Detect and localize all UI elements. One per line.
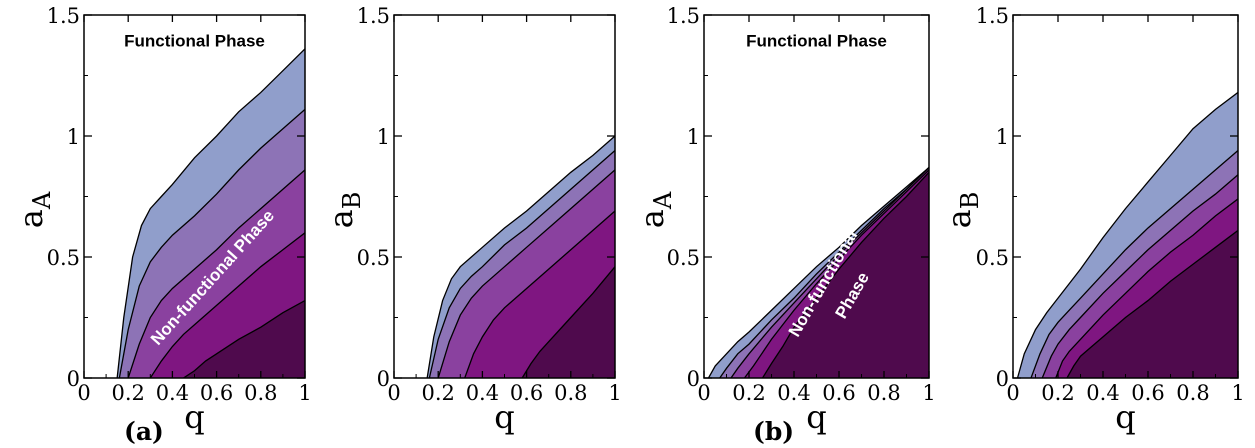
y-tick-label: 0.5 [976, 246, 1009, 270]
plot-area [116, 48, 305, 378]
boundary-line-3 [1041, 174, 1238, 378]
x-tick-label: 0.2 [111, 381, 144, 405]
y-tick-label: 1 [67, 125, 80, 149]
x-tick-label: 0.8 [1176, 381, 1209, 405]
region-5 [1067, 230, 1238, 378]
y-axis-label-subscript: B [956, 192, 984, 210]
y-tick-label: 1 [687, 125, 700, 149]
figure-label-b: (b) [753, 417, 794, 446]
region-5 [183, 300, 305, 378]
y-tick-label: 1.5 [47, 4, 80, 28]
x-tick-label: 0.2 [421, 381, 454, 405]
y-axis-label-subscript: A [28, 191, 56, 210]
y-axis-label: aB [322, 192, 366, 229]
y-axis-label-main: a [940, 209, 978, 228]
x-tick-label: 0 [77, 381, 90, 405]
y-axis-label: aA [633, 191, 677, 228]
boundary-line-4 [464, 210, 615, 378]
y-tick-label: 0 [377, 367, 390, 391]
boundary-line-2 [1030, 150, 1238, 378]
boundary-line-4 [149, 232, 305, 378]
y-tick-label: 1.5 [357, 4, 390, 28]
boundary-line-3 [730, 166, 929, 378]
boundary-line-2 [719, 166, 929, 378]
x-tick-label: 0.4 [156, 381, 189, 405]
plot-area [707, 166, 929, 378]
x-tick-label: 0.2 [732, 381, 765, 405]
x-tick-label: 0 [387, 381, 400, 405]
x-axis-label: q [184, 398, 204, 436]
y-axis-label-subscript: B [338, 192, 366, 210]
region-5 [762, 172, 929, 378]
plot-area [1016, 91, 1238, 378]
boundary-line-3 [127, 169, 305, 378]
x-axis-label: q [494, 398, 514, 436]
panel-4: 0 0.2 0.4 0.6 0.8 1 0 0.5 1 1.5 q aB [940, 4, 1245, 436]
y-axis-label-subscript: A [649, 191, 677, 210]
y-tick-label: 0 [687, 367, 700, 391]
y-axis-label: aA [12, 191, 56, 228]
x-tick-label: 0.2 [1041, 381, 1074, 405]
y-tick-label: 0.5 [47, 246, 80, 270]
x-tick-label: 1 [298, 381, 311, 405]
figure-label-a: (a) [124, 417, 164, 446]
boundary-line-1 [116, 48, 305, 378]
y-axis-label-main: a [633, 209, 671, 228]
y-tick-label: 1 [996, 125, 1009, 149]
annotation-1: Functional Phase [124, 31, 265, 50]
boundary-line-2 [428, 150, 615, 378]
boundary-line-5 [183, 299, 305, 378]
x-tick-label: 0.6 [510, 381, 543, 405]
boundary-line-3 [437, 169, 615, 378]
boundary-line-5 [761, 171, 929, 378]
y-tick-label: 1.5 [667, 4, 700, 28]
boundary-line-1 [426, 135, 615, 378]
boundary-line-2 [118, 108, 305, 378]
boundary-line-4 [743, 169, 929, 378]
x-axis-label: q [806, 398, 826, 436]
x-tick-label: 1 [922, 381, 935, 405]
y-axis-label: aB [940, 192, 984, 229]
x-tick-label: 0.4 [777, 381, 810, 405]
region-5 [522, 266, 615, 378]
y-tick-label: 0.5 [357, 246, 390, 270]
x-tick-label: 0.8 [554, 381, 587, 405]
y-axis-label-main: a [12, 209, 50, 228]
boundary-line-5 [521, 266, 615, 378]
y-tick-label: 1 [377, 125, 390, 149]
x-tick-label: 0.4 [1086, 381, 1119, 405]
x-tick-label: 0.8 [867, 381, 900, 405]
x-tick-label: 0.6 [200, 381, 233, 405]
plot-area [426, 135, 615, 378]
x-axis-label: q [1115, 398, 1135, 436]
y-tick-label: 0 [67, 367, 80, 391]
boundary-line-5 [1066, 229, 1238, 378]
x-tick-label: 0.6 [822, 381, 855, 405]
panel-2: 0 0.2 0.4 0.6 0.8 1 0 0.5 1 1.5 q aB [322, 4, 622, 436]
x-tick-label: 0.6 [1131, 381, 1164, 405]
x-tick-label: 1 [608, 381, 621, 405]
boundary-line-4 [1055, 198, 1238, 378]
boundary-line-1 [1016, 91, 1238, 378]
y-tick-label: 1.5 [976, 4, 1009, 28]
y-tick-label: 0 [996, 367, 1009, 391]
y-axis-label-main: a [322, 209, 360, 228]
annotation-1: Functional Phase [746, 31, 887, 50]
x-tick-label: 0 [697, 381, 710, 405]
x-tick-label: 1 [1231, 381, 1244, 405]
x-tick-label: 0.8 [244, 381, 277, 405]
y-tick-label: 0.5 [667, 246, 700, 270]
boundary-line-1 [707, 166, 929, 378]
x-tick-label: 0 [1006, 381, 1019, 405]
x-tick-label: 0.4 [466, 381, 499, 405]
